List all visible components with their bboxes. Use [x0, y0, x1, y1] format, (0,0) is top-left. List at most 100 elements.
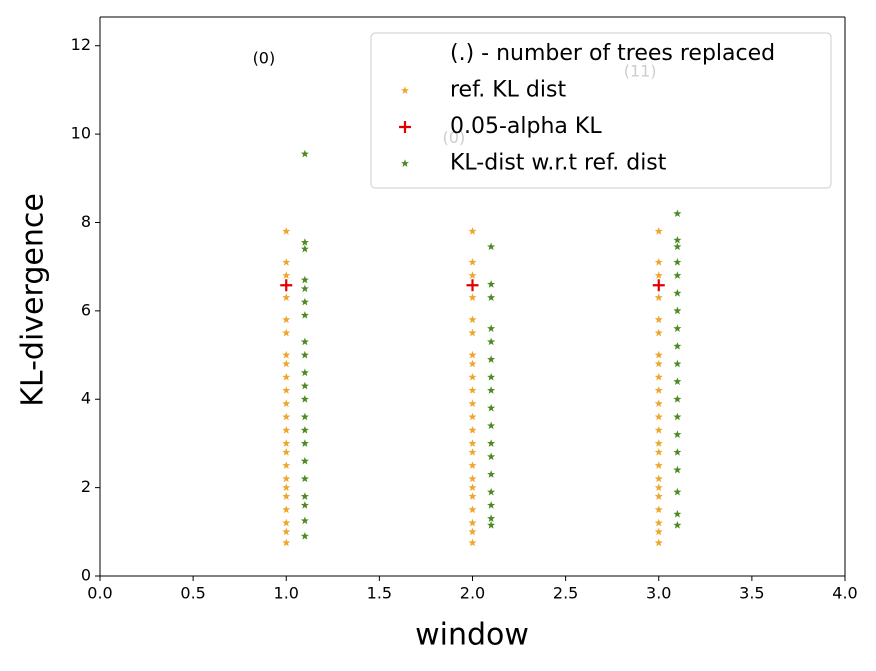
- point: [282, 439, 291, 447]
- point: [487, 439, 496, 447]
- point: [654, 271, 663, 279]
- point: [300, 350, 309, 359]
- legend-marker: [401, 86, 409, 94]
- point: [282, 492, 291, 500]
- point: [282, 527, 291, 536]
- point: [300, 395, 309, 403]
- point: [300, 474, 309, 483]
- point: [654, 412, 663, 421]
- point: [300, 412, 309, 421]
- point: [654, 386, 663, 394]
- point: [654, 372, 663, 381]
- point: [468, 527, 477, 536]
- point: [468, 518, 477, 527]
- point: [300, 532, 309, 540]
- point: [468, 505, 477, 514]
- point: [468, 227, 477, 235]
- point: [654, 359, 663, 368]
- point: [487, 324, 496, 332]
- point: [300, 238, 309, 246]
- point: [282, 258, 291, 266]
- point: [468, 448, 477, 456]
- point: [300, 516, 309, 525]
- point: [654, 448, 663, 456]
- point: [673, 430, 682, 438]
- point: [487, 386, 496, 394]
- point: [673, 448, 682, 456]
- point: [282, 227, 291, 235]
- point: [654, 483, 663, 492]
- point: [468, 439, 477, 447]
- point: [673, 509, 682, 518]
- point: [654, 474, 663, 483]
- point: [487, 501, 496, 509]
- point: [282, 425, 291, 434]
- point: [673, 258, 682, 266]
- point: [300, 284, 309, 293]
- point: [468, 425, 477, 434]
- point: [654, 425, 663, 434]
- point: [282, 293, 291, 301]
- point: [300, 439, 309, 447]
- point: [468, 474, 477, 483]
- point: [487, 372, 496, 381]
- point: [487, 452, 496, 461]
- point: [654, 399, 663, 408]
- legend-marker: [399, 121, 411, 133]
- x-axis-label: window: [415, 618, 529, 653]
- point: [487, 337, 496, 346]
- point: [468, 538, 477, 547]
- point: [282, 538, 291, 547]
- point: [487, 514, 496, 522]
- point: [654, 439, 663, 447]
- point: [673, 209, 682, 218]
- point: [654, 315, 663, 324]
- point: [282, 271, 291, 279]
- point: [468, 386, 477, 394]
- y-tick-label: 2: [81, 477, 91, 496]
- point: [300, 425, 309, 434]
- point: [487, 520, 496, 529]
- point: [466, 279, 479, 292]
- point: [468, 372, 477, 381]
- point: [654, 518, 663, 527]
- point: [487, 355, 496, 363]
- point: [487, 487, 496, 496]
- point: [468, 483, 477, 492]
- point: [468, 258, 477, 266]
- point: [673, 271, 682, 279]
- point: [300, 492, 309, 500]
- point: [673, 487, 682, 496]
- point: [300, 275, 309, 284]
- point: [282, 483, 291, 492]
- legend-label: KL-dist w.r.t ref. dist: [450, 151, 667, 176]
- x-tick-label: 2.5: [553, 584, 578, 603]
- point: [654, 227, 663, 235]
- point: [468, 293, 477, 301]
- point: [654, 492, 663, 500]
- point: [673, 377, 682, 385]
- point: [673, 235, 682, 244]
- point: [282, 474, 291, 483]
- point: [654, 328, 663, 337]
- point: [673, 359, 682, 368]
- point: [282, 412, 291, 421]
- point: [468, 328, 477, 337]
- point: [673, 412, 682, 421]
- point: [282, 505, 291, 514]
- legend-label: ref. KL dist: [450, 78, 566, 103]
- legend-note: (.) - number of trees replaced: [450, 41, 775, 66]
- point: [673, 288, 682, 297]
- point: [300, 337, 309, 346]
- point: [654, 293, 663, 301]
- y-tick-label: 12: [71, 35, 91, 54]
- y-tick-label: 6: [81, 300, 91, 319]
- point: [282, 448, 291, 456]
- point: [487, 470, 496, 478]
- legend: [370, 32, 832, 189]
- annotation: (0): [253, 48, 276, 67]
- point: [652, 279, 665, 292]
- point: [300, 311, 309, 319]
- point: [300, 244, 309, 253]
